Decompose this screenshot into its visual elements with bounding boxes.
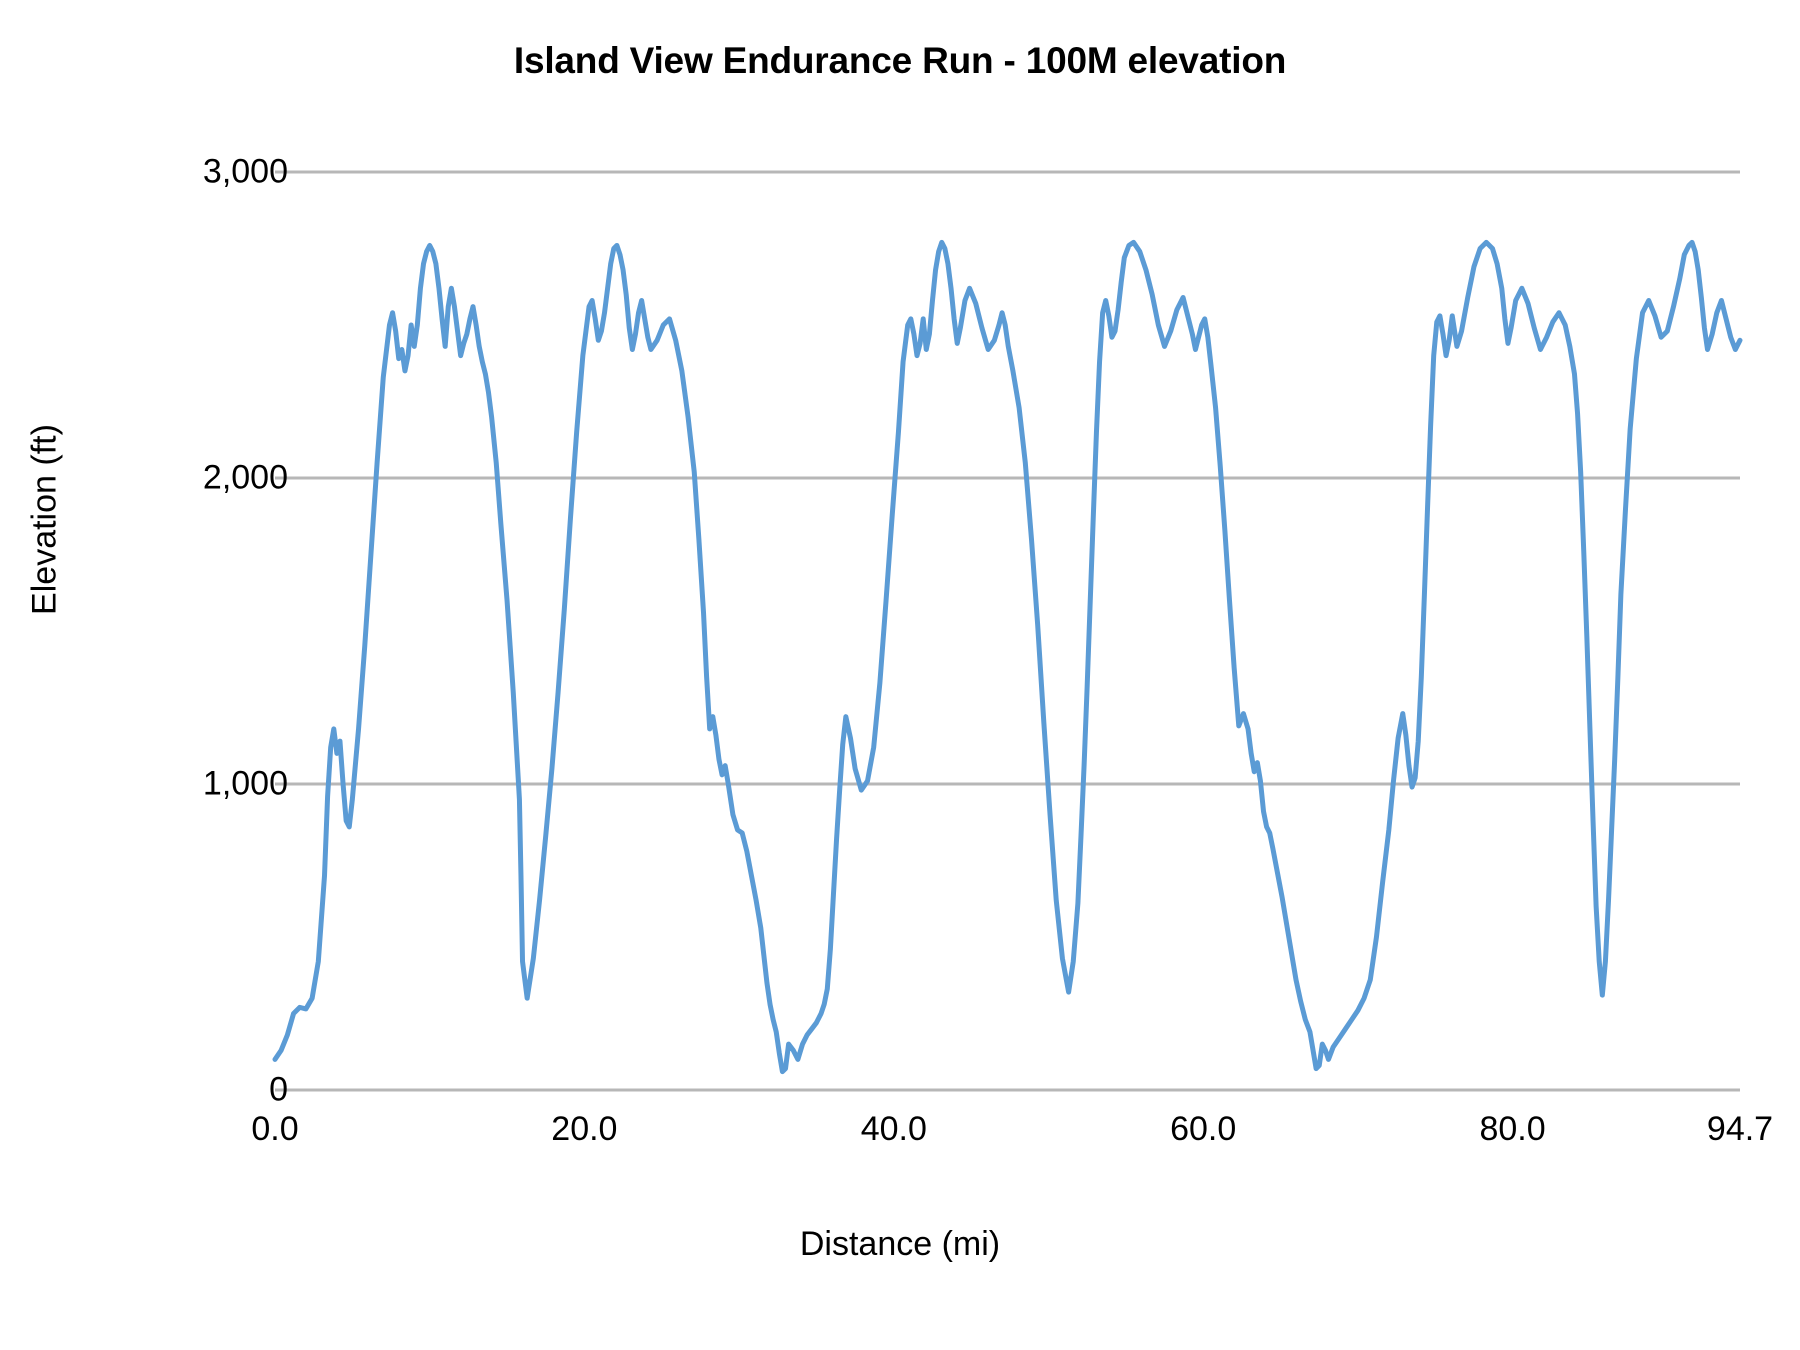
x-axis-tick-label: 20.0 bbox=[551, 1110, 618, 1148]
data-series-group bbox=[272, 239, 1743, 1075]
gridlines bbox=[275, 170, 1740, 1092]
y-axis-tick-label: 2,000 bbox=[202, 458, 288, 497]
x-axis-tick-label: 94.7 bbox=[1706, 1110, 1774, 1148]
y-axis-tick-label: 3,000 bbox=[202, 152, 288, 191]
x-axis-tick-label: 80.0 bbox=[1479, 1110, 1546, 1148]
y-axis-tick-label: 1,000 bbox=[202, 764, 288, 803]
data-line-elevation bbox=[272, 239, 1743, 1075]
x-axis-tick-label: 40.0 bbox=[860, 1110, 927, 1148]
chart-title: Island View Endurance Run - 100M elevati… bbox=[513, 40, 1287, 81]
x-axis-tick-label: 0.0 bbox=[251, 1110, 299, 1148]
x-axis-title: Distance (mi) bbox=[799, 1225, 1001, 1263]
y-axis-tick-label: 0 bbox=[269, 1070, 288, 1109]
x-axis-tick-label: 60.0 bbox=[1170, 1110, 1237, 1148]
